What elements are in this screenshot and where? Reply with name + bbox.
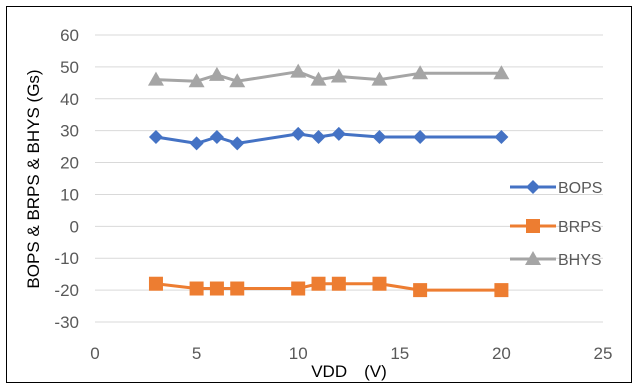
legend: BOPS BRPS BHYS [510,180,602,269]
data-point-brps-0 [148,276,163,291]
y-tick-label-4: 10 [60,185,79,204]
data-point-bhys-1 [188,73,205,88]
x-axis-title: VDD (V) [311,362,387,381]
data-point-bhys-5 [310,71,327,86]
series-line-bops [155,132,502,145]
y-tick-label-1: -20 [54,281,79,300]
y-tick-label-6: 30 [60,122,79,141]
data-point-bops-5 [311,130,326,145]
data-point-brps-4 [291,281,306,296]
data-point-bops-7 [372,130,387,145]
data-point-bops-0 [148,130,163,145]
y-tick-label-8: 50 [60,58,79,77]
x-tick-label-3: 15 [390,344,409,363]
legend-label-bhys: BHYS [558,252,602,269]
legend-marker-bops [526,180,540,194]
data-point-brps-6 [331,276,346,291]
data-point-bops-9 [494,130,509,145]
data-point-bops-8 [413,130,428,145]
gridlines [95,34,603,323]
legend-label-brps: BRPS [558,219,602,236]
legend-marker-bhys [525,251,541,265]
x-tick-labels: 0 5 10 15 20 25 [90,344,612,363]
legend-label-bops: BOPS [558,180,602,197]
data-point-bops-3 [230,136,245,151]
series-line-bhys [155,70,502,83]
data-point-bhys-7 [371,71,388,86]
data-point-bhys-4 [290,63,307,78]
x-tick-label-1: 5 [192,344,201,363]
data-point-bops-4 [291,126,306,141]
data-point-brps-9 [494,283,509,298]
data-point-bhys-8 [412,65,429,80]
legend-marker-brps [526,219,540,233]
data-point-bops-6 [331,126,346,141]
y-tick-label-9: 60 [60,26,79,45]
data-point-brps-8 [413,283,428,298]
y-tick-labels: -30 -20 -10 0 10 20 30 40 50 60 [54,26,79,332]
data-point-brps-5 [311,276,326,291]
y-tick-label-5: 20 [60,154,79,173]
y-tick-label-7: 40 [60,90,79,109]
data-point-brps-1 [189,281,204,296]
data-point-brps-7 [372,276,387,291]
data-point-bops-1 [189,136,204,151]
data-point-bhys-0 [147,71,164,86]
series-group [147,63,510,298]
series-line-brps [155,282,502,292]
data-point-bhys-9 [493,65,510,80]
data-point-brps-3 [230,281,245,296]
y-tick-label-0: -30 [54,313,79,332]
x-tick-label-4: 20 [492,344,511,363]
series-bops [148,126,509,151]
x-tick-label-5: 25 [594,344,613,363]
series-brps [148,276,509,298]
y-tick-label-2: -10 [54,249,79,268]
data-point-bhys-2 [208,66,225,81]
data-point-bhys-3 [229,73,246,88]
data-point-bhys-6 [330,68,347,83]
data-point-bops-2 [209,130,224,145]
y-axis-title: BOPS & BRPS & BHYS (Gs) [24,69,43,288]
x-tick-label-2: 10 [289,344,308,363]
data-point-brps-2 [209,281,224,296]
y-tick-label-3: 0 [70,217,79,236]
x-tick-label-0: 0 [90,344,99,363]
series-bhys [147,63,510,88]
